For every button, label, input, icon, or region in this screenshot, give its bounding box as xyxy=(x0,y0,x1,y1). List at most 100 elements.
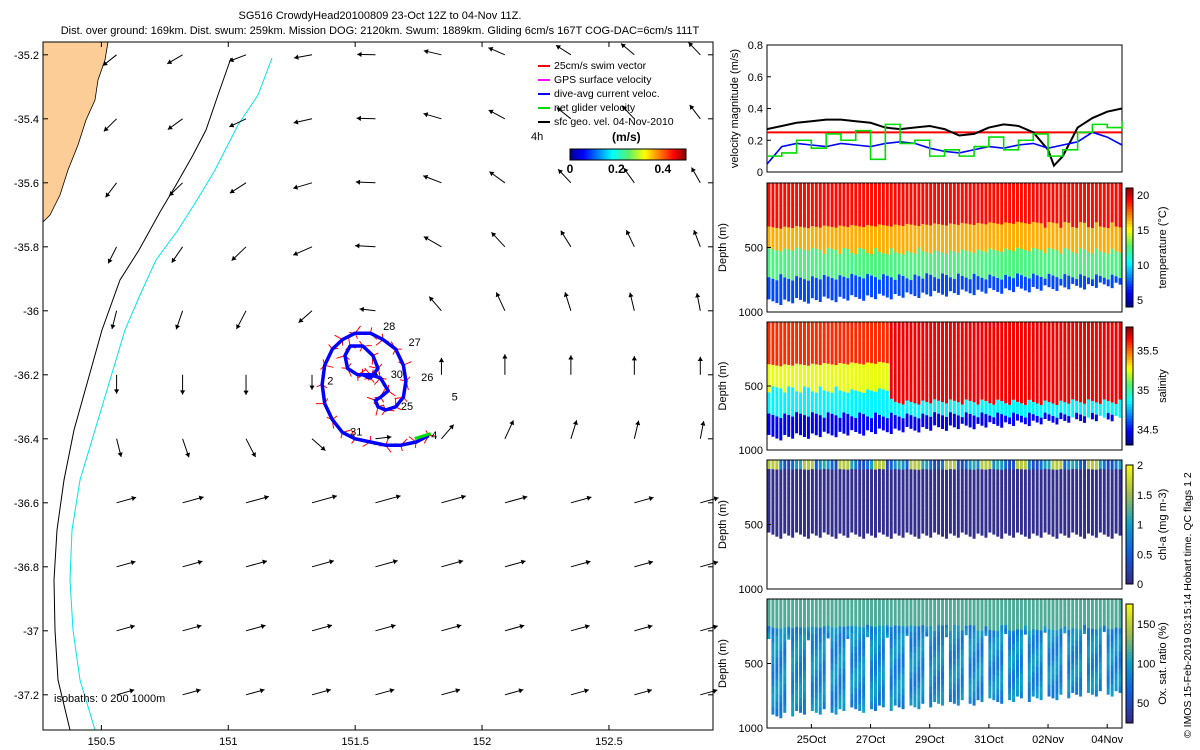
profile-cast-cell xyxy=(795,496,799,501)
profile-cast-cell xyxy=(933,283,937,291)
profile-cast-cell xyxy=(791,532,795,538)
profile-cast-cell xyxy=(791,322,795,330)
profile-cast-cell xyxy=(1012,460,1016,466)
profile-cast-cell xyxy=(988,505,992,510)
current-arrow xyxy=(570,495,592,504)
profile-cast-cell xyxy=(988,409,992,416)
profile-cast-cell xyxy=(948,392,952,400)
profile-cast-cell xyxy=(810,183,814,191)
profile-cast-cell xyxy=(779,643,783,652)
profile-cast-cell xyxy=(838,404,842,412)
profile-cast-cell xyxy=(834,474,838,480)
profile-cast-cell xyxy=(771,483,775,489)
current-arrow xyxy=(182,624,202,632)
profile-cast-cell xyxy=(1004,415,1008,423)
profile-cast-cell xyxy=(917,464,921,471)
profile-cast-cell xyxy=(834,183,838,191)
profile-cast-cell xyxy=(866,211,870,219)
profile-cast-cell xyxy=(830,413,834,422)
profile-cast-cell xyxy=(783,406,787,414)
profile-cast-cell xyxy=(783,473,787,479)
profile-cast-cell xyxy=(889,384,893,393)
profile-cast-cell xyxy=(775,380,779,388)
profile-cast-cell xyxy=(806,250,810,259)
profile-cast-cell xyxy=(779,395,783,404)
profile-cast-cell xyxy=(1118,474,1122,480)
profile-cast-cell xyxy=(909,280,913,288)
profile-cast-cell xyxy=(901,268,905,277)
profile-cast-cell xyxy=(779,344,783,352)
profile-cast-cell xyxy=(1118,469,1122,475)
profile-cast-cell xyxy=(866,328,870,336)
profile-cast-cell xyxy=(1043,202,1047,209)
profile-cast-cell xyxy=(976,347,980,355)
profile-cast-cell xyxy=(862,357,866,365)
profile-cast-cell xyxy=(1094,222,1098,230)
profile-cast-cell xyxy=(893,210,897,218)
profile-cast-cell xyxy=(1071,487,1075,492)
profile-cast-cell xyxy=(929,328,933,336)
profile-cast-cell xyxy=(956,210,960,219)
profile-cast-cell xyxy=(1075,279,1079,286)
profile-cast-cell xyxy=(881,515,885,521)
profile-cast-cell xyxy=(1067,322,1071,329)
profile-cast-cell xyxy=(791,460,795,466)
profile-cast-cell xyxy=(1019,478,1023,484)
profile-cast-cell xyxy=(803,483,806,489)
profile-cast-cell xyxy=(960,398,964,405)
profile-cast-cell xyxy=(885,469,889,475)
profile-cast-cell xyxy=(1019,229,1023,236)
profile-cast-cell xyxy=(1090,227,1094,235)
profile-cast-cell xyxy=(803,264,806,273)
profile-cast-cell xyxy=(799,350,803,358)
profile-cast-cell xyxy=(834,257,838,266)
profile-cast-cell xyxy=(1043,195,1047,203)
profile-cast-cell xyxy=(881,342,885,350)
profile-cast-cell xyxy=(889,469,893,476)
profile-cast-cell xyxy=(1059,272,1063,280)
profile-cast-cell xyxy=(866,355,870,363)
profile-cast-cell xyxy=(1031,365,1035,372)
profile-cast-cell xyxy=(1114,322,1118,329)
profile-cast-cell xyxy=(842,291,846,299)
profile-cast-cell xyxy=(779,432,783,441)
profile-cast-cell xyxy=(775,394,779,403)
profile-cast-cell xyxy=(992,478,996,484)
profile-cast-cell xyxy=(791,518,795,524)
profile-cast-cell xyxy=(976,482,980,488)
profile-cast-cell xyxy=(1031,189,1035,197)
profile-cast-cell xyxy=(814,392,818,400)
profile-cast-cell xyxy=(1043,400,1047,407)
profile-cast-cell xyxy=(826,197,830,205)
profile-cast-cell xyxy=(1039,256,1043,264)
profile-cast-cell xyxy=(893,505,897,511)
profile-cast-cell xyxy=(771,511,775,517)
profile-cast-cell xyxy=(885,507,889,513)
profile-cast-cell xyxy=(881,487,885,493)
profile-cast-cell xyxy=(767,613,771,617)
profile-cast-cell xyxy=(885,418,889,426)
colorbar-cell xyxy=(1126,421,1133,425)
profile-cast-cell xyxy=(874,498,877,504)
profile-cast-cell xyxy=(806,365,810,374)
profile-cast-cell xyxy=(830,343,834,351)
current-arrow xyxy=(311,623,333,632)
profile-cast-cell xyxy=(885,282,889,291)
profile-cast-cell xyxy=(1106,334,1110,341)
profile-cast-cell xyxy=(842,483,846,489)
profile-cast-cell xyxy=(913,493,917,499)
profile-cast-cell xyxy=(1019,520,1023,526)
profile-cast-cell xyxy=(803,365,806,373)
profile-cast-cell xyxy=(787,516,791,522)
profile-cast-cell xyxy=(1043,358,1047,365)
profile-cast-cell xyxy=(834,336,838,344)
profile-cast-cell xyxy=(767,190,771,198)
profile-cast-cell xyxy=(1087,492,1090,497)
profile-cast-cell xyxy=(858,370,862,379)
profile-cast-cell xyxy=(1098,478,1102,483)
profile-cast-cell xyxy=(771,525,775,530)
profile-cast-cell xyxy=(988,322,992,329)
profile-cast-cell xyxy=(913,512,917,518)
profile-cast-cell xyxy=(1016,523,1019,529)
profile-cast-cell xyxy=(787,197,791,206)
